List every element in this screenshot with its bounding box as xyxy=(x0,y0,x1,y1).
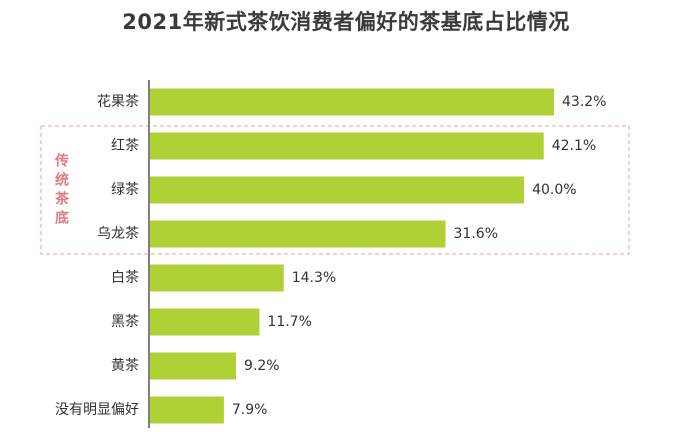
value-label: 11.7% xyxy=(267,314,311,330)
annotation-char: 统 xyxy=(55,172,69,189)
category-label: 黄茶 xyxy=(111,357,139,374)
category-label: 绿茶 xyxy=(111,182,139,198)
value-label: 31.6% xyxy=(454,226,498,242)
annotation-box xyxy=(40,125,630,255)
bar xyxy=(150,88,554,116)
bar xyxy=(150,132,544,160)
category-label: 乌龙茶 xyxy=(97,226,139,242)
value-label: 43.2% xyxy=(562,94,606,110)
chart-title: 2021年新式茶饮消费者偏好的茶基底占比情况 xyxy=(122,10,570,34)
bar xyxy=(150,264,284,292)
bar xyxy=(150,308,260,336)
value-label: 14.3% xyxy=(292,270,336,286)
bar xyxy=(150,176,525,204)
bar xyxy=(150,220,446,248)
value-label: 40.0% xyxy=(532,182,576,198)
bar xyxy=(150,396,224,424)
annotation-char: 底 xyxy=(55,210,69,227)
value-label: 7.9% xyxy=(232,402,268,418)
bar xyxy=(150,352,237,380)
category-label: 黑茶 xyxy=(111,314,139,330)
category-label: 红茶 xyxy=(111,138,139,154)
value-label: 9.2% xyxy=(244,358,280,374)
category-label: 白茶 xyxy=(111,270,139,286)
category-label: 花果茶 xyxy=(97,94,139,110)
value-label: 42.1% xyxy=(552,138,596,154)
annotation-char: 传 xyxy=(54,153,69,170)
annotation-char: 茶 xyxy=(54,191,70,208)
category-label: 没有明显偏好 xyxy=(55,402,139,418)
